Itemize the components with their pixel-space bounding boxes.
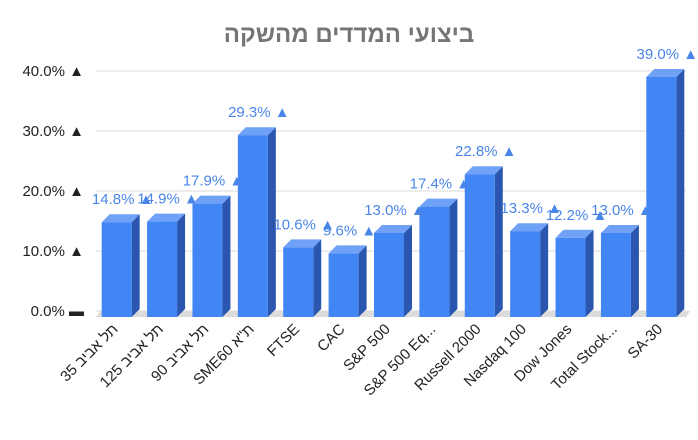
- data-label: 13.3% ▲: [500, 200, 562, 217]
- bar-top: [147, 213, 186, 222]
- bar-top: [555, 229, 594, 238]
- bar-side: [494, 166, 503, 317]
- bar-top: [646, 69, 685, 77]
- bar-side: [540, 223, 549, 317]
- data-label: 13.0% ▲: [591, 202, 653, 219]
- data-label: 14.9% ▲: [137, 191, 199, 208]
- bar-front: [419, 206, 450, 317]
- bar-side: [267, 127, 276, 317]
- data-label: 39.0% ▲: [637, 46, 698, 63]
- bar-top: [101, 214, 140, 223]
- bar-side: [358, 245, 367, 317]
- data-label: 12.2% ▲: [546, 207, 608, 224]
- bar: [600, 225, 639, 317]
- y-tick-label: 40.0% ▲: [22, 63, 84, 80]
- bar: [237, 127, 276, 317]
- bar-front: [237, 135, 268, 317]
- bar-top: [374, 225, 412, 233]
- bar-front: [555, 237, 586, 317]
- y-tick-label: 10.0% ▲: [22, 243, 84, 260]
- bar-side: [676, 69, 685, 317]
- bar: [147, 213, 186, 317]
- data-label: 29.3% ▲: [228, 104, 290, 121]
- data-label: 22.8% ▲: [455, 143, 517, 160]
- bar: [192, 195, 231, 317]
- bar-front: [464, 174, 495, 317]
- bar-front: [374, 233, 404, 317]
- x-tick-label: SA-30: [625, 321, 667, 363]
- bar: [101, 214, 140, 317]
- data-label: 10.6% ▲: [273, 216, 335, 233]
- data-label: 17.9% ▲: [183, 173, 245, 190]
- bar-side: [313, 239, 322, 317]
- bar-top: [419, 198, 458, 207]
- x-tick-label: FTSE: [264, 321, 303, 360]
- bar: [283, 239, 322, 317]
- bar-top: [283, 239, 322, 248]
- chart-title: ביצועי המדדים מהשקה: [224, 21, 474, 48]
- bar-side: [630, 225, 639, 317]
- y-axis: 0.0% ▬ 10.0% ▲ 20.0% ▲ 30.0% ▲ 40.0% ▲: [22, 63, 84, 320]
- bar: [464, 166, 503, 317]
- data-labels: 14.8% ▲14.9% ▲17.9% ▲ 29.3% ▲ 10.6% ▲9.6% …: [92, 46, 698, 239]
- bar-top: [328, 245, 367, 254]
- bar-front: [147, 221, 178, 317]
- bar-top: [464, 166, 503, 175]
- y-tick-label: 0.0% ▬: [31, 303, 84, 320]
- bar: [510, 223, 549, 317]
- bar-side: [177, 213, 186, 317]
- bar-front: [328, 253, 359, 317]
- bar-front: [646, 77, 677, 317]
- bar-front: [600, 233, 631, 317]
- y-tick-label: 30.0% ▲: [22, 123, 84, 140]
- bar-top: [600, 225, 639, 233]
- bar-side: [585, 229, 594, 317]
- bar-front: [101, 222, 132, 317]
- bar-side: [131, 214, 140, 317]
- x-tick-label: CAC: [314, 321, 349, 356]
- bar-front: [283, 247, 314, 317]
- bar-top: [237, 127, 276, 136]
- data-label: 14.8% ▲: [92, 191, 154, 208]
- bar-side: [404, 225, 412, 317]
- bar-top: [192, 195, 231, 204]
- data-label: 13.0% ▲: [364, 202, 426, 219]
- data-label: 17.4% ▲: [410, 176, 472, 193]
- bars: [101, 69, 685, 317]
- bar-side: [222, 195, 231, 317]
- bar-top: [510, 223, 549, 232]
- bar: [419, 198, 458, 317]
- y-tick-label: 20.0% ▲: [22, 183, 84, 200]
- bar-side: [449, 198, 458, 317]
- bar-front: [192, 203, 223, 317]
- bar: [555, 229, 594, 317]
- bar: [374, 225, 412, 317]
- bar-front: [510, 231, 541, 317]
- data-label: 9.6% ▲: [323, 222, 376, 239]
- bar: [646, 69, 685, 317]
- bar: [328, 245, 367, 317]
